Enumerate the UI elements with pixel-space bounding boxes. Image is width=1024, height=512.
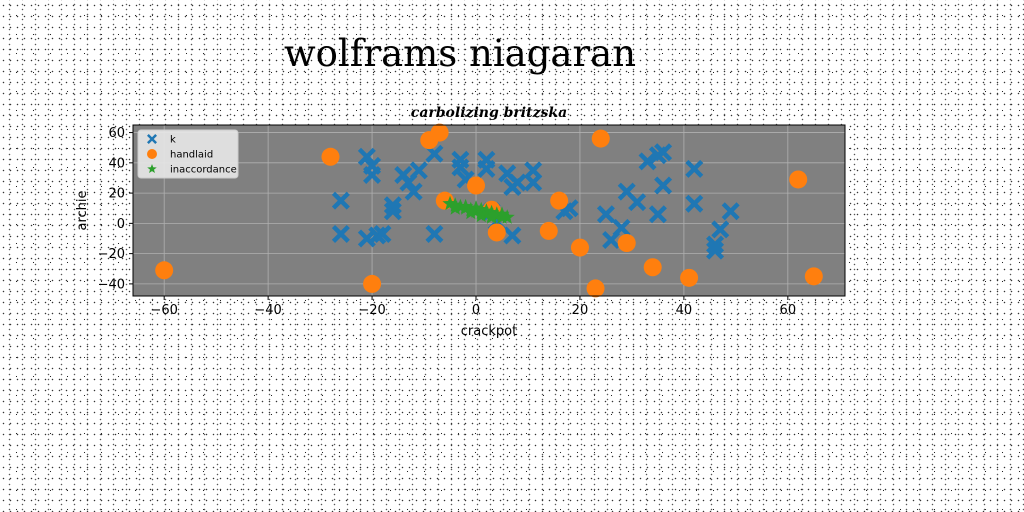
- data-point: [467, 176, 486, 195]
- data-point: [331, 191, 350, 210]
- data-point: [721, 202, 740, 221]
- legend: k handlaid inaccordance: [137, 129, 239, 179]
- x-tick-label: 20: [572, 303, 589, 318]
- data-point: [373, 224, 392, 243]
- data-point: [473, 207, 489, 223]
- data-point: [612, 218, 631, 237]
- data-point: [430, 123, 449, 142]
- data-point: [596, 205, 615, 224]
- data-point: [425, 144, 444, 163]
- data-point: [321, 147, 340, 166]
- data-point: [508, 173, 527, 192]
- data-point: [617, 234, 636, 253]
- y-axis-label: archie: [75, 190, 90, 230]
- data-points: [155, 123, 823, 298]
- data-point: [706, 241, 725, 260]
- plot-frame: [132, 124, 846, 297]
- data-point: [383, 196, 402, 215]
- figure-suptitle: wolframs niagaran: [283, 32, 637, 75]
- data-point: [643, 258, 662, 277]
- series-0: [331, 143, 740, 260]
- data-point: [458, 198, 474, 214]
- series-2: [442, 195, 515, 224]
- data-point: [789, 170, 808, 189]
- y-tick-label: 40: [108, 156, 125, 171]
- legend-box: [137, 129, 239, 179]
- x-tick-label: 40: [676, 303, 693, 318]
- axis-ticks: −60 −40 −20 0 20 40 60 −40 −20 0 20 40 60: [98, 126, 797, 318]
- x-tick-label: −20: [358, 303, 385, 318]
- x-axis-label: crackpot: [461, 324, 517, 339]
- legend-marker: [147, 164, 157, 174]
- data-point: [804, 267, 823, 286]
- data-point: [155, 261, 174, 280]
- x-tick-label: −60: [150, 303, 177, 318]
- data-point: [363, 274, 382, 293]
- data-point: [425, 224, 444, 243]
- data-point: [499, 209, 515, 224]
- data-point: [363, 165, 382, 184]
- legend-marker: [147, 134, 157, 144]
- data-point: [503, 226, 522, 245]
- data-point: [685, 194, 704, 213]
- x-tick-label: 60: [780, 303, 797, 318]
- data-point: [539, 221, 558, 240]
- data-point: [494, 206, 510, 221]
- axes-title: carbolizing britzska: [411, 105, 567, 121]
- y-tick-label: 60: [108, 126, 125, 141]
- x-tick-label: −40: [254, 303, 281, 318]
- data-point: [591, 129, 610, 148]
- data-point: [477, 159, 496, 178]
- data-point: [404, 182, 423, 201]
- legend-label: k: [170, 135, 176, 146]
- data-point: [483, 209, 500, 224]
- legend-label: handlaid: [170, 150, 213, 161]
- data-point: [550, 191, 569, 210]
- data-point: [451, 158, 470, 177]
- data-point: [570, 238, 589, 257]
- data-point: [487, 223, 506, 242]
- data-point: [648, 205, 667, 224]
- data-point: [524, 161, 543, 180]
- data-point: [331, 224, 350, 243]
- data-point: [586, 279, 605, 298]
- y-tick-label: 20: [108, 187, 125, 202]
- y-tick-label: −20: [98, 247, 125, 262]
- y-tick-label: −40: [98, 277, 125, 292]
- legend-label: inaccordance: [170, 165, 237, 176]
- y-tick-label: 0: [117, 217, 125, 232]
- data-point: [628, 193, 647, 212]
- data-point: [638, 152, 657, 171]
- data-point: [357, 147, 376, 166]
- x-tick-label: 0: [472, 303, 480, 318]
- data-point: [409, 161, 428, 180]
- data-point: [654, 143, 673, 162]
- data-point: [654, 176, 673, 195]
- data-point: [711, 220, 730, 239]
- data-point: [447, 200, 463, 215]
- legend-marker: [147, 149, 157, 159]
- data-point: [463, 204, 479, 220]
- data-point: [680, 268, 699, 287]
- data-point: [685, 159, 704, 178]
